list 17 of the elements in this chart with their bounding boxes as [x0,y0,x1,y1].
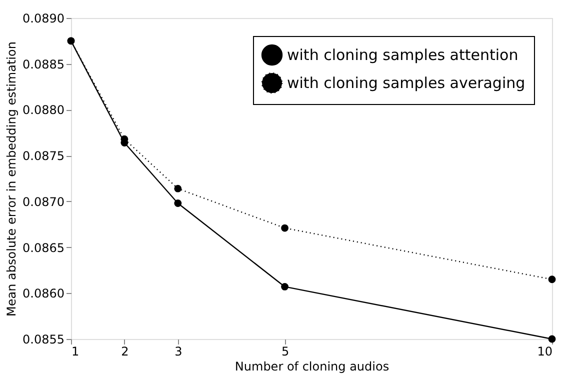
y-tick-label: 0.0880 [22,103,64,118]
y-tick-label: 0.0890 [22,12,64,26]
legend-label: with cloning samples attention [287,46,518,64]
y-tick-label: 0.0865 [22,240,64,255]
y-tick-label: 0.0860 [22,286,64,301]
x-axis-title: Number of cloning audios [234,360,390,374]
y-tick-label: 0.0855 [22,332,64,346]
x-tick-label: 1 [72,344,80,358]
x-tick-label: 2 [121,344,129,358]
y-axis-title: Mean absolute error in embedding estimation [4,42,19,316]
x-tick-label: 5 [281,344,290,358]
y-tick-label: 0.0870 [22,194,64,209]
x-tick-label: 10 [537,344,552,358]
y-tick-label: 0.0875 [22,149,64,164]
y-tick-label: 0.0885 [22,57,64,72]
legend-label: with cloning samples averaging [287,74,526,92]
x-tick-label: 3 [174,344,182,358]
